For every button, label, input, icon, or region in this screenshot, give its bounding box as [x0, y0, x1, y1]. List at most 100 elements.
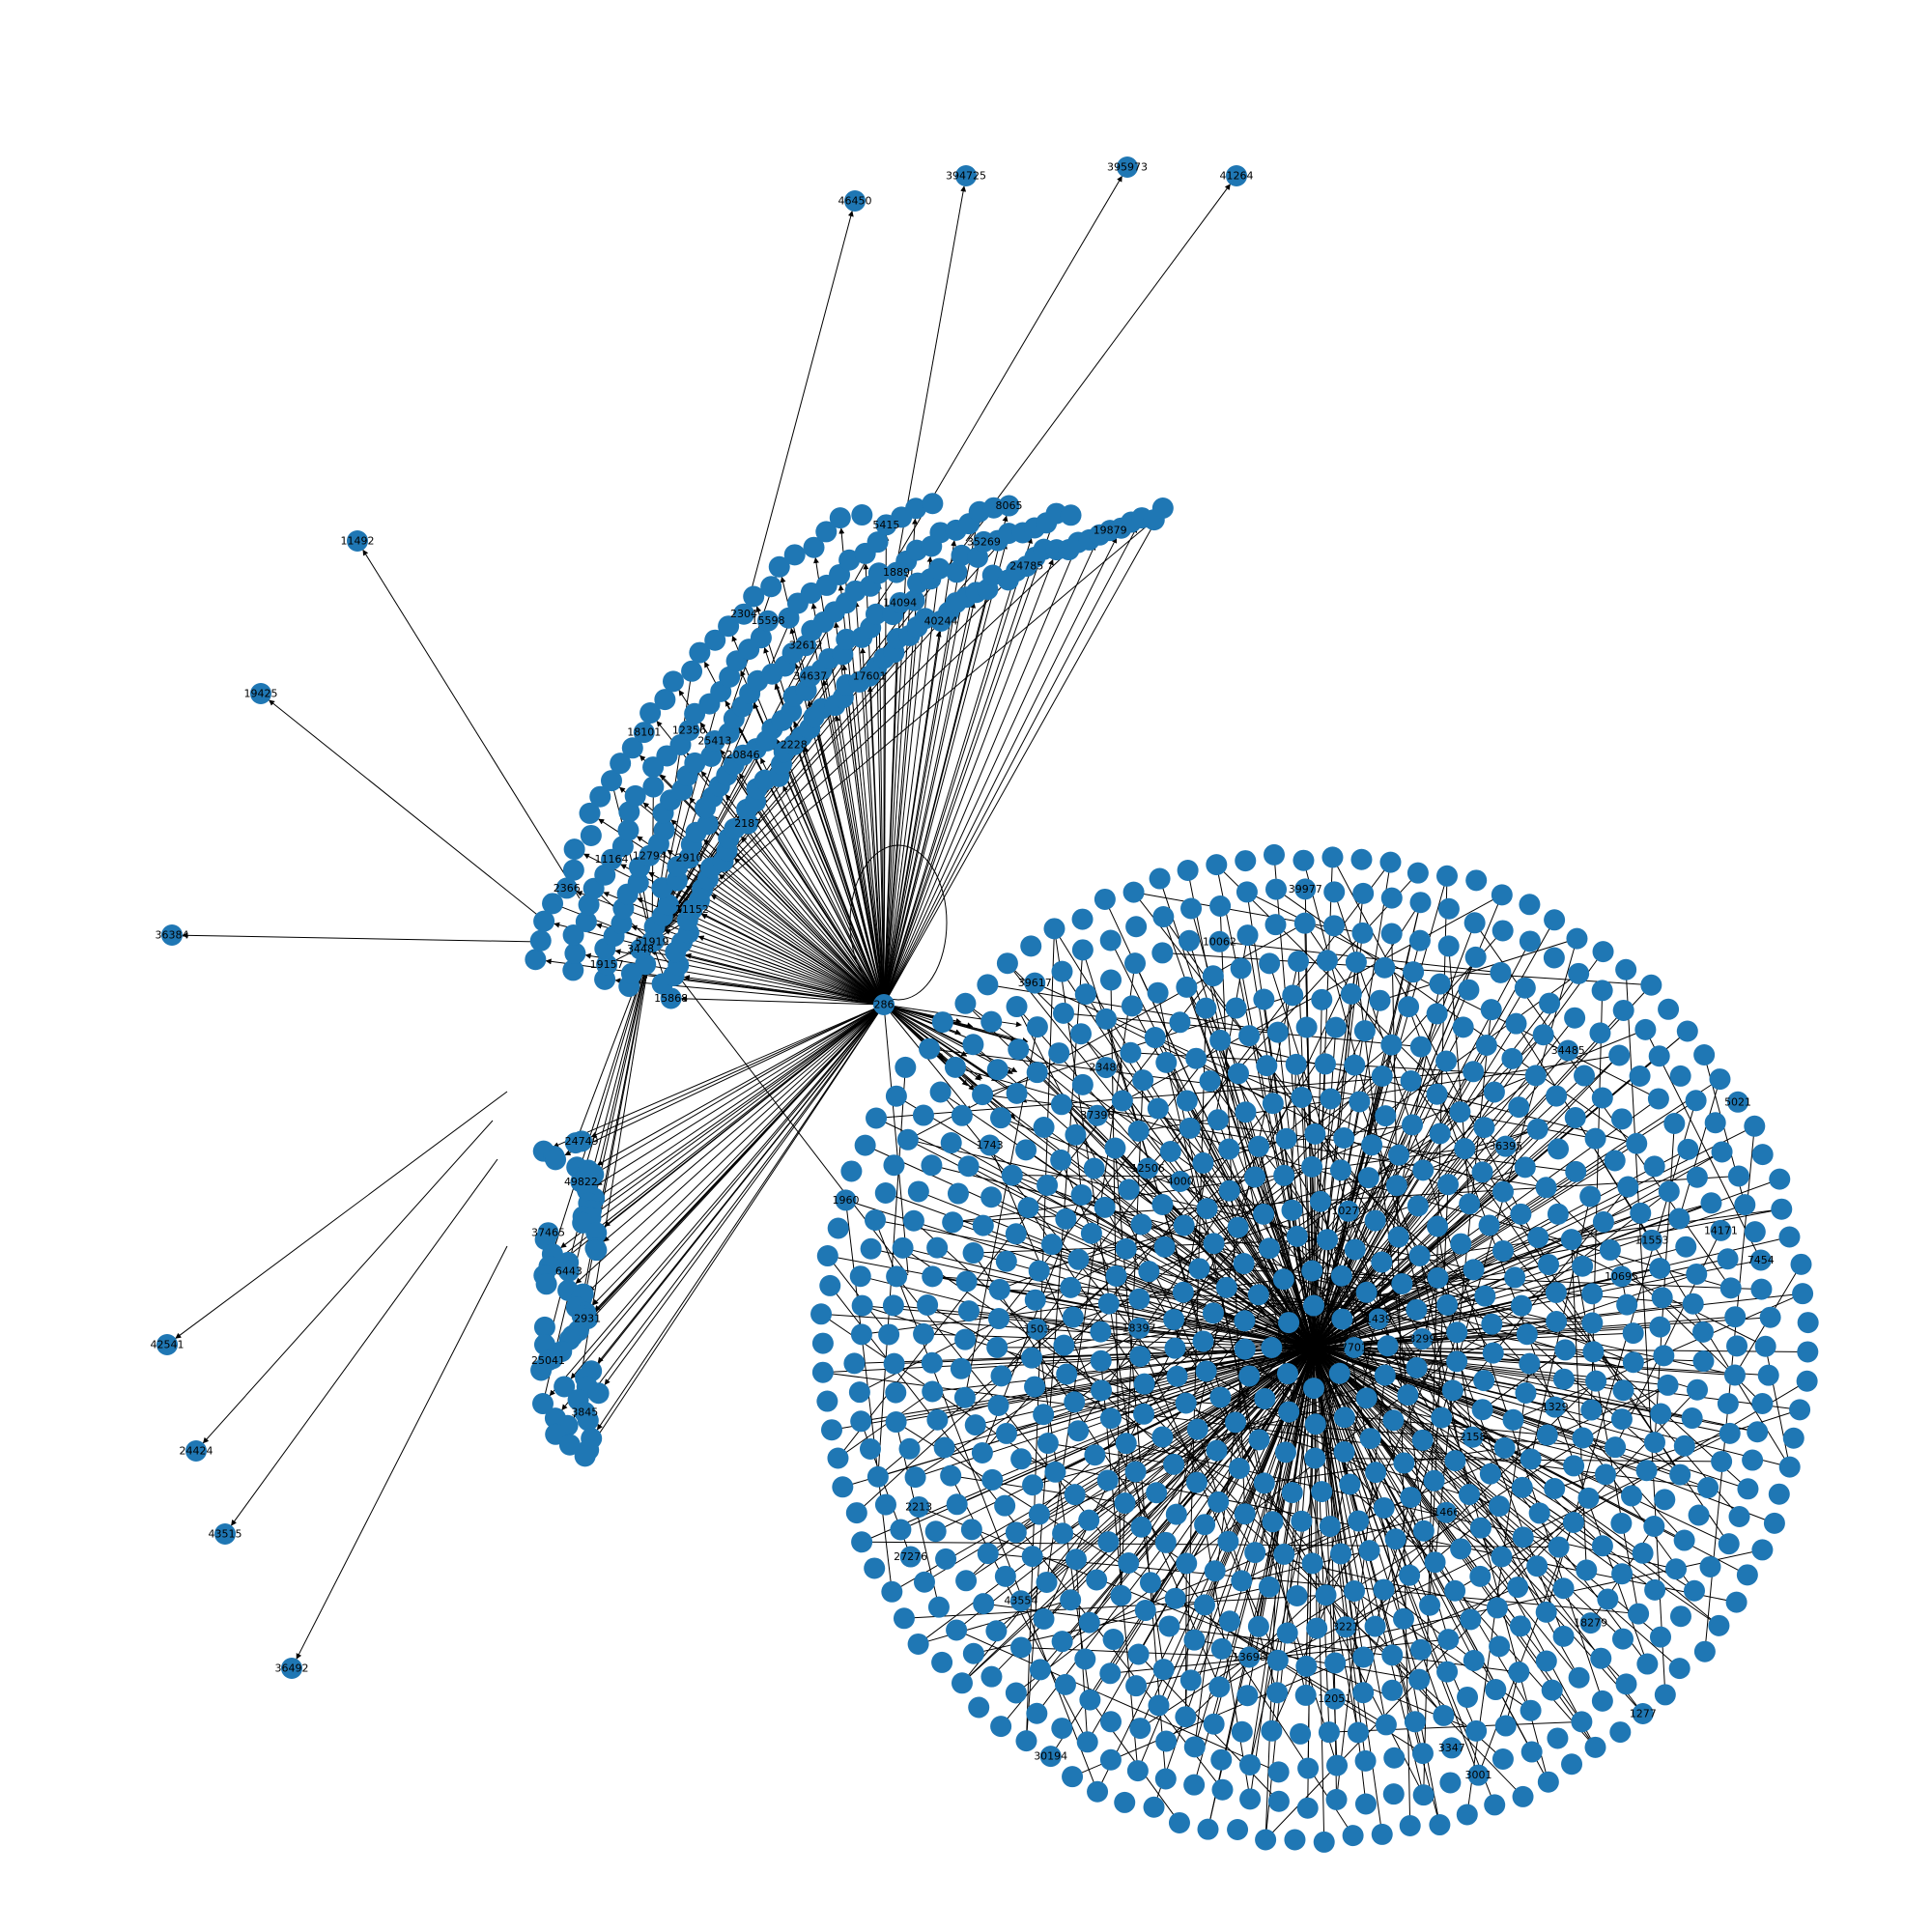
arc-node — [531, 1393, 554, 1415]
disk-node — [1474, 1285, 1496, 1307]
disk-node — [881, 1580, 903, 1603]
disk-node — [1526, 1555, 1548, 1577]
disk-node — [1039, 1746, 1062, 1768]
disk-node — [1668, 1208, 1690, 1230]
hub-to-arc-edge — [733, 857, 885, 1006]
disk-node — [1371, 1823, 1393, 1845]
disk-node — [1591, 1535, 1613, 1557]
disk-node — [1516, 1323, 1538, 1346]
disk-node — [1629, 1065, 1651, 1088]
disk-node — [1183, 1736, 1206, 1758]
arc-node — [533, 910, 555, 932]
disk-edge — [1077, 901, 1421, 1432]
disk-node — [1435, 865, 1458, 887]
disk-node — [1427, 1266, 1449, 1289]
disk-node — [1620, 1485, 1642, 1507]
disk-node — [1669, 1463, 1691, 1486]
disk-node — [1484, 1794, 1506, 1816]
disk-node — [1393, 1452, 1415, 1474]
arc-node — [684, 752, 706, 774]
arc-node-label: 6443 — [555, 1264, 582, 1277]
disk-core-edge — [1313, 1332, 1634, 1349]
disk-node — [1274, 1441, 1296, 1463]
disk-node — [1009, 1590, 1032, 1612]
disk-node — [1658, 998, 1680, 1020]
disk-node — [1301, 1155, 1323, 1178]
disk-node — [922, 1380, 944, 1403]
hub-to-arc-edge — [642, 802, 885, 1006]
disk-node — [1154, 1531, 1177, 1553]
disk-node — [1164, 1337, 1186, 1359]
arc-node — [750, 627, 772, 649]
disk-node — [1176, 1090, 1198, 1112]
disk-node — [1293, 912, 1316, 934]
disk-node — [1669, 1605, 1691, 1628]
disk-node — [1175, 1392, 1197, 1414]
disk-node — [972, 1084, 994, 1106]
disk-node — [1069, 1023, 1092, 1045]
disk-node — [843, 1352, 866, 1375]
disk-node — [1630, 1202, 1652, 1224]
disk-node — [1520, 1448, 1542, 1470]
disk-node — [864, 1208, 886, 1231]
disk-node — [1155, 1730, 1178, 1752]
disk-node — [1296, 1797, 1319, 1819]
disk-node — [1640, 1229, 1662, 1251]
disk-node — [990, 1365, 1012, 1387]
arc-node-label: 2910 — [676, 852, 703, 865]
disk-node — [1352, 1646, 1375, 1668]
disk-node — [1180, 897, 1203, 920]
arc-node — [718, 615, 740, 638]
disk-node — [1626, 1132, 1648, 1154]
disk-node — [885, 1411, 907, 1434]
outer-node — [1117, 156, 1138, 178]
hub-to-arc-edge — [703, 838, 885, 1006]
disk-node — [1658, 1180, 1680, 1203]
disk-node-label: 36395 — [1489, 1140, 1522, 1152]
disk-node — [1259, 952, 1281, 975]
arc-node-label: 14094 — [883, 596, 917, 609]
disk-node — [1238, 1753, 1261, 1776]
disk-node-label: 2158 — [1459, 1431, 1486, 1443]
disk-node — [931, 1011, 953, 1034]
disk-node — [1259, 1237, 1281, 1260]
disk-edge — [1678, 1078, 1720, 1219]
arc-node — [905, 497, 927, 520]
disk-node — [1612, 1379, 1634, 1402]
disk-node — [1544, 1477, 1566, 1499]
disk-node — [1114, 1791, 1136, 1813]
disk-node — [1238, 1365, 1261, 1387]
disk-node — [1437, 935, 1460, 957]
disk-node — [1719, 1422, 1741, 1444]
arc-node-label: 11164 — [595, 853, 629, 866]
disk-node — [1632, 1542, 1654, 1564]
disk-node — [994, 1494, 1016, 1517]
disk-node — [886, 1265, 908, 1288]
disk-node — [1544, 1396, 1566, 1418]
disk-node — [1208, 1491, 1230, 1513]
hub-to-arc-edge — [883, 537, 1033, 1006]
disk-node — [1580, 1399, 1603, 1421]
disk-node — [1682, 1293, 1704, 1315]
disk-node — [1585, 1370, 1607, 1392]
disk-node — [1527, 1227, 1549, 1249]
disk-node — [1391, 1272, 1413, 1294]
disk-node — [947, 1182, 969, 1205]
disk-node — [860, 1237, 882, 1260]
disk-node — [1406, 1298, 1428, 1321]
disk-node — [1099, 1711, 1122, 1733]
disk-edge — [955, 1630, 1279, 1773]
disk-node — [827, 1217, 849, 1239]
disk-node — [1303, 1378, 1324, 1400]
disk-node — [1403, 961, 1425, 983]
disk-node — [810, 1303, 833, 1325]
disk-node — [1351, 922, 1374, 944]
arc-node-label: 1889 — [883, 566, 910, 579]
hub-to-arc-edge — [782, 785, 885, 1006]
disk-node — [1493, 1436, 1516, 1459]
disk-node — [1450, 1538, 1472, 1560]
disk-node — [1078, 1611, 1100, 1634]
disk-node — [1350, 848, 1373, 870]
disk-edge — [1482, 1350, 1566, 1410]
disk-node — [1371, 1065, 1393, 1088]
